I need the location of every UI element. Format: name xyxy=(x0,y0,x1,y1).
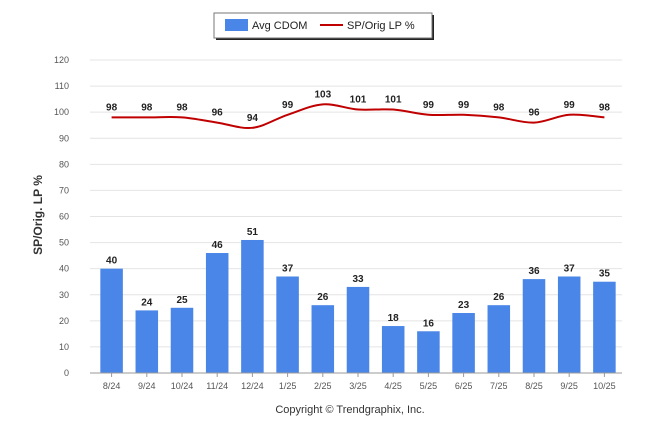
y-tick-label: 80 xyxy=(59,159,69,169)
y-tick-label: 20 xyxy=(59,316,69,326)
line-data-label: 98 xyxy=(599,102,611,113)
x-tick-label: 1/25 xyxy=(279,381,297,391)
x-tick-label: 11/24 xyxy=(206,381,228,391)
bar-data-label: 24 xyxy=(141,297,153,308)
bar-data-label: 26 xyxy=(317,292,329,303)
line-data-label: 101 xyxy=(350,95,367,106)
line-data-label: 94 xyxy=(247,113,259,124)
x-tick-label: 10/24 xyxy=(171,381,194,391)
y-axis-title: SP/Orig. LP % xyxy=(31,175,45,255)
x-tick-label: 4/25 xyxy=(384,381,402,391)
x-tick-label: 2/25 xyxy=(314,381,332,391)
y-tick-label: 120 xyxy=(54,55,69,65)
bar-data-label: 51 xyxy=(247,227,259,238)
bar-data-label: 26 xyxy=(493,292,505,303)
line-data-label: 98 xyxy=(141,102,153,113)
line-data-labels: 98 98 98 96 94 99 103 101 101 99 99 98 96 99 98 xyxy=(106,89,610,123)
y-tick-label: 100 xyxy=(54,107,69,117)
y-tick-label: 50 xyxy=(59,238,69,248)
bar xyxy=(170,307,194,373)
bar-data-labels: 40 24 25 46 51 37 26 33 18 16 23 26 36 37 35 xyxy=(106,227,610,329)
bar-data-label: 35 xyxy=(599,269,611,280)
y-tick-label: 10 xyxy=(59,342,69,352)
x-tick-label: 5/25 xyxy=(420,381,438,391)
x-tick-label: 3/25 xyxy=(349,381,367,391)
bar xyxy=(241,239,264,373)
bar-data-label: 23 xyxy=(458,300,470,311)
x-tick-label: 10/25 xyxy=(593,381,616,391)
bar xyxy=(276,276,299,373)
bar xyxy=(135,310,159,373)
x-axis-ticks: 8/24 9/24 10/24 11/24 12/24 1/25 2/25 3/25 4/25 5… xyxy=(103,373,616,391)
x-tick-label: 8/25 xyxy=(525,381,543,391)
bar-data-label: 16 xyxy=(423,318,435,329)
x-tick-label: 7/25 xyxy=(490,381,508,391)
line-data-label: 103 xyxy=(314,89,331,100)
legend-swatch-avg-cdom xyxy=(225,19,248,31)
y-tick-label: 70 xyxy=(59,185,69,195)
line-data-label: 99 xyxy=(423,100,435,111)
legend-label-sp-orig-lp: SP/Orig LP % xyxy=(347,20,415,32)
legend-label-avg-cdom: Avg CDOM xyxy=(252,20,307,32)
bar xyxy=(311,305,335,373)
x-tick-label: 9/25 xyxy=(560,381,578,391)
y-tick-label: 90 xyxy=(59,133,69,143)
bar-data-label: 25 xyxy=(176,295,188,306)
bar xyxy=(100,268,123,373)
copyright-footer: Copyright © Trendgraphix, Inc. xyxy=(275,404,424,416)
line-data-label: 99 xyxy=(458,100,470,111)
x-tick-label: 6/25 xyxy=(455,381,473,391)
y-tick-label: 110 xyxy=(55,81,69,91)
line-data-label: 96 xyxy=(528,108,540,119)
series-line xyxy=(111,103,605,130)
bar xyxy=(487,305,511,373)
y-tick-label: 0 xyxy=(64,368,69,378)
bar xyxy=(381,326,405,373)
bar xyxy=(522,279,546,373)
line-data-label: 101 xyxy=(385,95,402,106)
x-tick-label: 9/24 xyxy=(138,381,156,391)
line-data-label: 98 xyxy=(176,102,188,113)
legend: Avg CDOM SP/Orig LP % xyxy=(213,12,434,40)
y-tick-label: 60 xyxy=(59,212,69,222)
y-tick-label: 40 xyxy=(59,264,69,274)
bar-data-label: 37 xyxy=(564,263,576,274)
line-data-label: 98 xyxy=(493,102,505,113)
bar xyxy=(417,331,440,373)
bar-data-label: 36 xyxy=(528,266,540,277)
line-data-label: 98 xyxy=(106,102,118,113)
x-tick-label: 12/24 xyxy=(241,381,264,391)
bar xyxy=(205,253,229,373)
line-data-label: 99 xyxy=(564,100,576,111)
y-tick-label: 30 xyxy=(59,290,69,300)
bar-data-label: 33 xyxy=(352,274,364,285)
bar-data-label: 37 xyxy=(282,263,294,274)
line-series-sp-orig-lp xyxy=(111,103,605,130)
bar xyxy=(557,276,581,373)
y-axis-ticks: 0 10 20 30 40 50 60 70 80 90 100 110 120 xyxy=(54,55,69,378)
line-data-label: 96 xyxy=(212,108,224,119)
bar-data-label: 40 xyxy=(106,256,118,267)
bar-series-avg-cdom xyxy=(100,239,616,373)
bar-data-label: 18 xyxy=(388,313,400,324)
bar xyxy=(593,281,616,373)
x-tick-label: 8/24 xyxy=(103,381,121,391)
bar xyxy=(452,313,475,373)
bar-data-label: 46 xyxy=(212,240,224,251)
line-data-label: 99 xyxy=(282,100,294,111)
bar xyxy=(346,286,370,373)
